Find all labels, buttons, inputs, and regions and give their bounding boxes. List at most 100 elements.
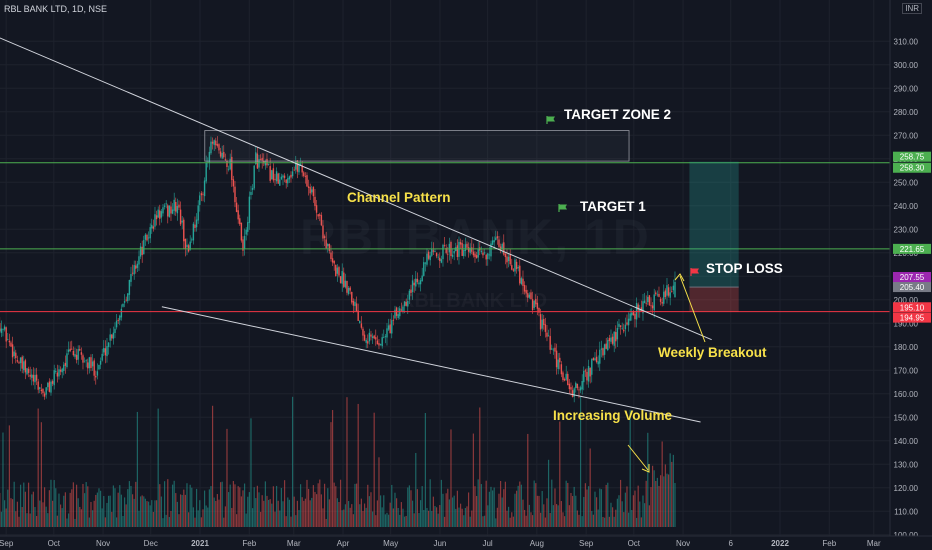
candle-body — [552, 349, 555, 351]
candle-body — [325, 239, 327, 249]
volume-bar — [327, 488, 329, 527]
volume-bar — [138, 510, 140, 527]
candle-body — [304, 176, 307, 177]
volume-bar — [31, 494, 33, 527]
volume-bar — [195, 488, 198, 527]
candle-body — [309, 187, 311, 194]
symbol-title[interactable]: RBL BANK LTD, 1D, NSE — [4, 4, 108, 14]
candle-body — [655, 292, 657, 295]
candle-body — [194, 224, 196, 228]
volume-bar — [555, 504, 558, 527]
volume-bar — [149, 505, 151, 527]
volume-bar — [167, 479, 169, 527]
candle-body — [432, 250, 435, 252]
candle-body — [514, 259, 516, 272]
volume-bar — [455, 508, 457, 527]
candle-body — [424, 262, 427, 264]
candle-body — [69, 348, 71, 352]
volume-bar — [317, 483, 319, 527]
candle-body — [42, 388, 44, 394]
volume-bar — [98, 488, 100, 527]
candle-body — [162, 207, 164, 214]
volume-bar — [424, 412, 426, 527]
candle-body — [415, 278, 417, 287]
candle-body — [18, 362, 20, 364]
volume-bar — [547, 459, 550, 527]
candle-body — [487, 253, 489, 260]
candle-body — [563, 379, 566, 381]
candle-body — [10, 342, 12, 347]
volume-bar — [666, 473, 668, 527]
candle-body — [621, 327, 623, 329]
volume-bar — [429, 479, 431, 527]
candle-body — [195, 219, 198, 228]
candle-body — [66, 353, 68, 368]
candle-body — [421, 275, 423, 282]
volume-bar — [55, 488, 57, 527]
volume-bar — [435, 507, 438, 527]
candle-body — [261, 157, 263, 161]
volume-bar — [79, 506, 81, 527]
time-tick-label: Nov — [96, 539, 110, 548]
volume-bar — [99, 490, 102, 527]
volume-bar — [48, 490, 50, 527]
candle-body — [75, 354, 78, 361]
volume-bar — [410, 490, 412, 527]
volume-bar — [34, 506, 36, 527]
candle-body — [653, 294, 655, 311]
volume-bar — [507, 506, 510, 527]
volume-bar — [291, 396, 294, 527]
volume-bar — [434, 506, 436, 527]
candle-body — [386, 328, 388, 338]
volume-bar — [75, 484, 78, 527]
candle-body — [149, 227, 151, 239]
volume-bar — [163, 481, 166, 527]
volume-bar — [335, 486, 337, 527]
volume-bar — [383, 495, 385, 527]
volume-bar — [415, 452, 417, 527]
candle-body — [623, 329, 625, 332]
candle-body — [221, 152, 223, 159]
candle-body — [323, 236, 326, 239]
candle-body — [571, 390, 574, 398]
time-tick-label: Jun — [433, 539, 446, 548]
volume-bar — [72, 482, 74, 527]
candle-body — [592, 357, 595, 360]
price-tick-label: 180.00 — [894, 343, 919, 352]
volume-bar — [493, 487, 495, 527]
candle-body — [123, 301, 126, 303]
volume-bar — [91, 510, 94, 527]
candle-body — [418, 282, 420, 285]
candle-body — [338, 267, 340, 276]
candle-body — [112, 332, 115, 339]
candle-body — [27, 368, 30, 373]
candle-body — [674, 282, 676, 298]
volume-bar — [58, 493, 60, 527]
candle-body — [443, 244, 446, 246]
candle-body — [631, 312, 633, 316]
candle-body — [453, 250, 455, 254]
candle-body — [613, 331, 615, 346]
volume-bar — [351, 504, 353, 527]
candle-body — [626, 322, 628, 325]
candle-body — [584, 370, 587, 372]
volume-bar — [224, 506, 226, 527]
volume-bar — [5, 508, 7, 527]
volume-bar — [90, 501, 92, 527]
volume-bar — [13, 481, 15, 527]
volume-bar — [47, 513, 49, 527]
candle-body — [63, 364, 65, 371]
price-badge — [893, 302, 931, 313]
time-tick-label: 2021 — [191, 539, 209, 548]
volume-bar — [155, 500, 158, 527]
volume-bar — [474, 486, 476, 527]
volume-bar — [272, 486, 274, 527]
candle-body — [272, 168, 275, 181]
volume-bar — [107, 495, 110, 527]
volume-bar — [515, 490, 518, 527]
candle-body — [320, 215, 323, 226]
price-tick-label: 190.00 — [894, 319, 919, 328]
candle-body — [99, 360, 102, 365]
volume-bar — [63, 495, 65, 527]
